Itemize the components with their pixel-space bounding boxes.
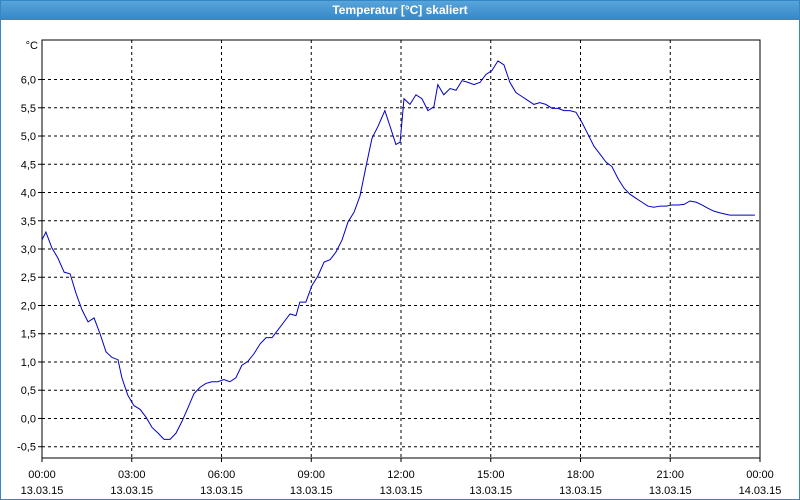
x-tick-label: 06:00 13.03.15: [200, 469, 243, 497]
x-tick-label: 00:00 13.03.15: [21, 469, 64, 497]
y-tick-label: 2,0: [21, 300, 36, 312]
y-tick-label: 0,5: [21, 385, 36, 397]
temperature-line: [41, 60, 755, 440]
y-tick-label: 5,5: [21, 103, 36, 115]
y-tick-label: 1,0: [21, 357, 36, 369]
y-tick-label: 4,5: [21, 159, 36, 171]
y-tick-label: 1,5: [21, 329, 36, 341]
x-tick-label: 00:00 14.03.15: [739, 469, 782, 497]
y-tick-label: 2,5: [21, 272, 36, 284]
y-tick-label: 5,0: [21, 131, 36, 143]
x-tick-label: 03:00 13.03.15: [110, 469, 153, 497]
y-tick-label: 4,0: [21, 188, 36, 200]
x-tick-label: 09:00 13.03.15: [290, 469, 333, 497]
x-tick-label: 18:00 13.03.15: [559, 469, 602, 497]
y-tick-label: 0,0: [21, 413, 36, 425]
x-tick-label: 21:00 13.03.15: [649, 469, 692, 497]
title-bar: [0, 0, 800, 20]
y-tick-label: 6,0: [21, 75, 36, 87]
y-tick-label: 3,0: [21, 244, 36, 256]
chart-title: Temperatur [°C] skaliert: [332, 3, 467, 17]
y-tick-label: -0,5: [17, 442, 36, 454]
x-tick-label: 15:00 13.03.15: [469, 469, 512, 497]
y-tick-label: 3,5: [21, 216, 36, 228]
x-tick-label: 12:00 13.03.15: [380, 469, 423, 497]
y-unit: °C: [26, 40, 38, 52]
